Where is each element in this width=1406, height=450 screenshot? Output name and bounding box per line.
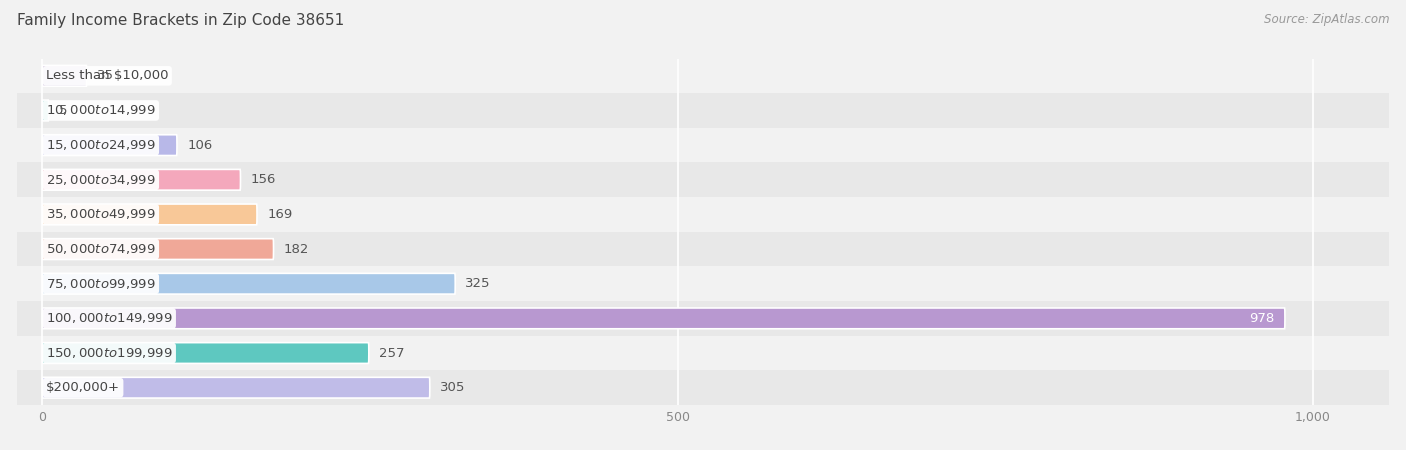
FancyBboxPatch shape xyxy=(42,65,87,86)
Text: 257: 257 xyxy=(380,346,405,360)
Text: $35,000 to $49,999: $35,000 to $49,999 xyxy=(46,207,156,221)
Text: Family Income Brackets in Zip Code 38651: Family Income Brackets in Zip Code 38651 xyxy=(17,14,344,28)
Text: $15,000 to $24,999: $15,000 to $24,999 xyxy=(46,138,156,152)
Bar xyxy=(17,128,1389,162)
Text: 106: 106 xyxy=(187,139,212,152)
Text: 325: 325 xyxy=(465,277,491,290)
Text: $100,000 to $149,999: $100,000 to $149,999 xyxy=(46,311,173,325)
Bar xyxy=(17,301,1389,336)
Bar xyxy=(17,58,1389,93)
Bar xyxy=(17,197,1389,232)
Text: $75,000 to $99,999: $75,000 to $99,999 xyxy=(46,277,156,291)
Text: $150,000 to $199,999: $150,000 to $199,999 xyxy=(46,346,173,360)
Text: $50,000 to $74,999: $50,000 to $74,999 xyxy=(46,242,156,256)
Bar xyxy=(17,162,1389,197)
Bar xyxy=(17,266,1389,301)
Text: Less than $10,000: Less than $10,000 xyxy=(46,69,169,82)
Text: $10,000 to $14,999: $10,000 to $14,999 xyxy=(46,104,156,117)
FancyBboxPatch shape xyxy=(42,204,257,225)
Text: 305: 305 xyxy=(440,381,465,394)
Text: 5: 5 xyxy=(59,104,67,117)
Bar xyxy=(17,336,1389,370)
FancyBboxPatch shape xyxy=(42,169,240,190)
FancyBboxPatch shape xyxy=(42,100,49,121)
FancyBboxPatch shape xyxy=(42,238,274,260)
Text: 169: 169 xyxy=(267,208,292,221)
FancyBboxPatch shape xyxy=(42,342,368,364)
Text: 182: 182 xyxy=(284,243,309,256)
Text: 156: 156 xyxy=(250,173,276,186)
FancyBboxPatch shape xyxy=(42,135,177,156)
Text: 35: 35 xyxy=(97,69,114,82)
Bar xyxy=(17,232,1389,266)
FancyBboxPatch shape xyxy=(42,377,430,398)
Text: $25,000 to $34,999: $25,000 to $34,999 xyxy=(46,173,156,187)
Text: 978: 978 xyxy=(1250,312,1275,325)
Text: Source: ZipAtlas.com: Source: ZipAtlas.com xyxy=(1264,14,1389,27)
Bar xyxy=(17,370,1389,405)
Text: $200,000+: $200,000+ xyxy=(46,381,120,394)
Bar xyxy=(17,93,1389,128)
FancyBboxPatch shape xyxy=(42,308,1285,329)
FancyBboxPatch shape xyxy=(42,273,456,294)
